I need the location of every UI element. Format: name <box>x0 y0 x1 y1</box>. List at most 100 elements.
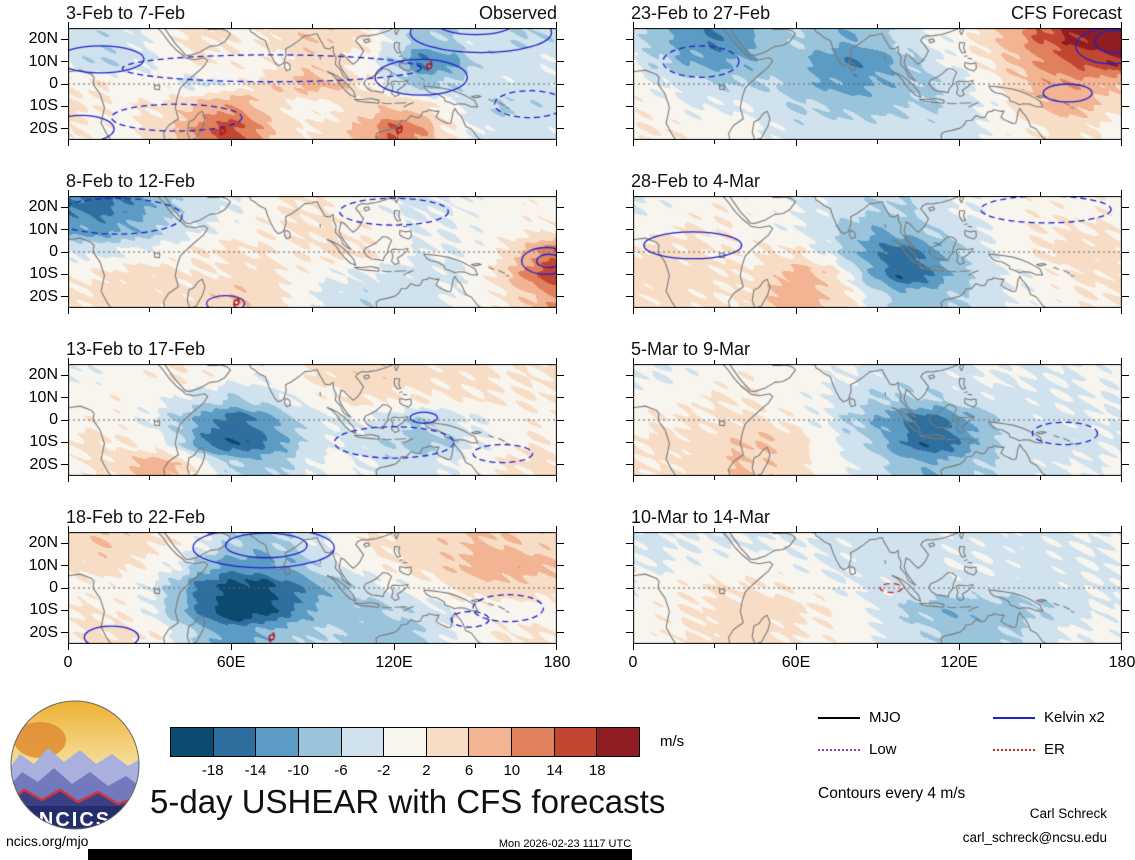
lon-tick-label: 60E <box>216 654 246 671</box>
credit-email: carl_schreck@ncsu.edu <box>962 830 1107 845</box>
axis-tick <box>795 190 797 196</box>
legend-item-low: Low <box>818 741 897 758</box>
axis-tick <box>1122 632 1129 634</box>
axis-tick <box>633 22 634 28</box>
lat-tick-label: 20S <box>29 287 58 305</box>
axis-tick <box>958 308 960 314</box>
credit-name: Carl Schreck <box>1029 806 1107 821</box>
axis-tick <box>475 476 476 480</box>
mjo-line-sample <box>818 716 860 719</box>
axis-tick <box>149 528 150 532</box>
lat-tick-label: 20S <box>29 455 58 473</box>
lon-tick-label: 120E <box>375 654 413 671</box>
axis-tick <box>312 24 313 28</box>
legend-label-er: ER <box>1044 741 1065 758</box>
axis-tick <box>626 397 633 399</box>
axis-tick <box>68 358 69 364</box>
axis-tick <box>795 644 797 650</box>
map-canvas <box>633 364 1122 476</box>
axis-tick <box>1122 374 1129 376</box>
axis-tick <box>61 251 68 253</box>
colorbar: -18 -14 -10 -6 -2 2 6 10 14 18 <box>170 727 640 779</box>
panel-title: 5-Mar to 9-Mar <box>631 339 751 359</box>
axis-tick <box>475 140 476 144</box>
axis-tick <box>626 251 633 253</box>
axis-tick <box>1122 441 1129 443</box>
axis-tick <box>1040 192 1041 196</box>
axis-tick <box>626 441 633 443</box>
axis-tick <box>633 358 634 364</box>
axis-tick <box>61 565 68 567</box>
colorbar-swatch <box>213 728 257 756</box>
axis-tick <box>626 296 633 298</box>
panel-title: 13-Feb to 17-Feb <box>66 339 206 359</box>
axis-tick <box>1121 190 1122 196</box>
axis-tick <box>1122 38 1129 40</box>
axis-tick <box>557 441 564 443</box>
axis-tick <box>1121 22 1122 28</box>
colorbar-tick-label: -6 <box>334 762 348 779</box>
axis-tick <box>557 229 564 231</box>
axis-tick <box>626 464 633 466</box>
axis-tick <box>1040 528 1041 532</box>
axis-tick <box>557 38 564 40</box>
axis-tick <box>557 397 564 399</box>
axis-tick <box>149 24 150 28</box>
axis-tick <box>1122 296 1129 298</box>
axis-tick <box>557 251 564 253</box>
colorbar-tick-label: -14 <box>244 762 267 779</box>
axis-tick <box>68 476 69 482</box>
legend-label-mjo: MJO <box>869 709 901 726</box>
lat-tick-label: 10N <box>28 52 58 70</box>
lon-tick-label: 0 <box>628 654 638 671</box>
axis-tick <box>714 360 715 364</box>
axis-tick <box>556 308 557 314</box>
axis-tick <box>557 128 564 130</box>
axis-tick <box>626 128 633 130</box>
axis-tick <box>626 565 633 567</box>
kelvin-line-sample <box>993 716 1035 719</box>
axis-tick <box>626 206 633 208</box>
axis-tick <box>393 644 395 650</box>
panel-title: 23-Feb to 27-Feb <box>631 3 771 23</box>
axis-tick <box>633 476 634 482</box>
axis-tick <box>68 308 69 314</box>
axis-tick <box>230 476 232 482</box>
lat-tick-label: 10N <box>28 220 58 238</box>
panel-title: 8-Feb to 12-Feb <box>66 171 196 191</box>
lat-tick-label: 20S <box>29 119 58 137</box>
lon-tick-label: 180 <box>543 654 571 671</box>
axis-tick <box>556 22 557 28</box>
axis-tick <box>312 140 313 144</box>
colorbar-tick-label: 2 <box>422 762 431 779</box>
ncics-logo: NCICS <box>10 700 140 830</box>
axis-tick <box>230 358 232 364</box>
axis-tick <box>556 190 557 196</box>
lat-tick-label: 20N <box>28 534 58 552</box>
axis-tick <box>626 273 633 275</box>
axis-tick <box>626 587 633 589</box>
lon-tick-label: 180 <box>1108 654 1135 671</box>
axis-tick <box>149 644 150 648</box>
axis-tick <box>714 24 715 28</box>
axis-tick <box>68 22 69 28</box>
axis-tick <box>61 206 68 208</box>
colorbar-tick-label: -10 <box>287 762 310 779</box>
axis-tick <box>1121 644 1122 650</box>
axis-tick <box>393 140 395 146</box>
column-heading-observed: Observed <box>478 3 557 23</box>
axis-tick <box>633 644 634 650</box>
axis-tick <box>393 22 395 28</box>
footer-timestamp: Mon 2026-02-23 1117 UTC <box>498 838 632 850</box>
axis-tick <box>877 360 878 364</box>
lat-tick-label: 10S <box>29 97 58 115</box>
axis-tick <box>958 644 960 650</box>
axis-tick <box>1121 308 1122 314</box>
axis-tick <box>475 308 476 312</box>
axis-tick <box>61 296 68 298</box>
colorbar-swatch <box>426 728 470 756</box>
axis-tick <box>61 374 68 376</box>
axis-tick <box>1040 360 1041 364</box>
axis-tick <box>149 192 150 196</box>
axis-tick <box>61 105 68 107</box>
